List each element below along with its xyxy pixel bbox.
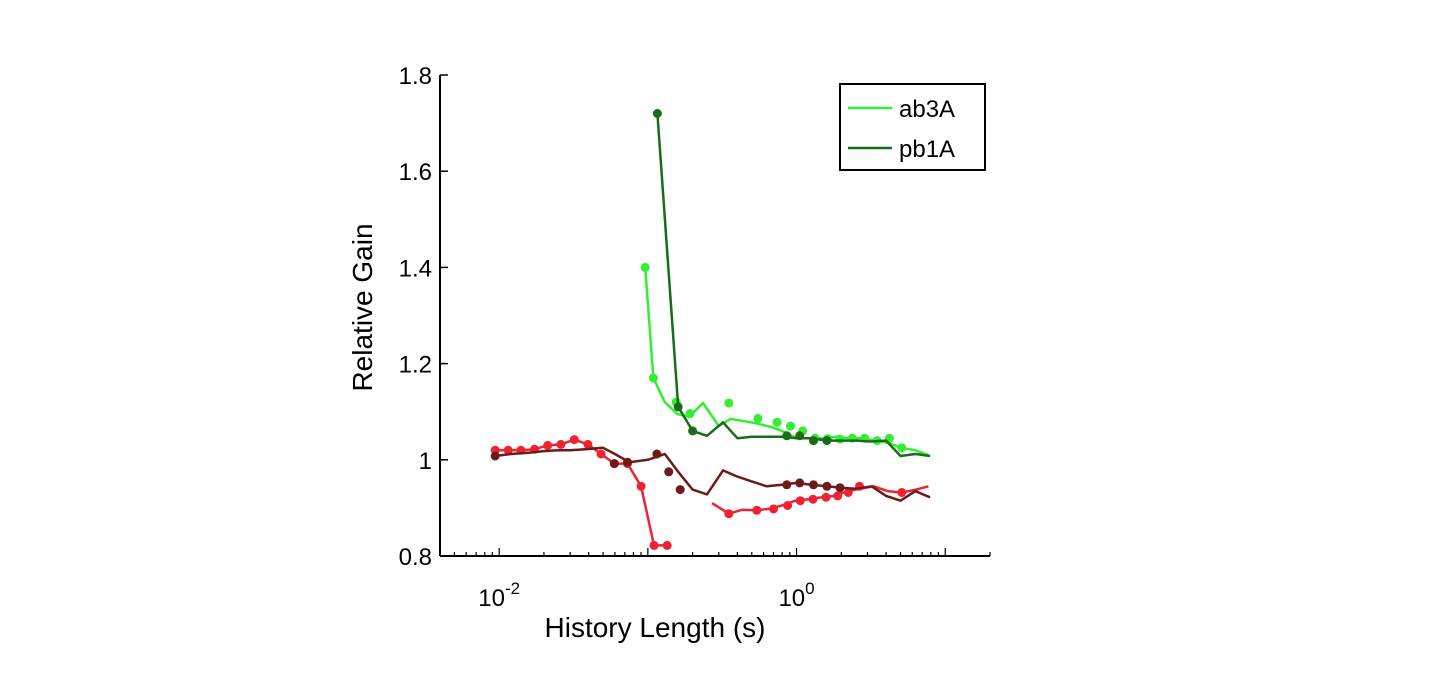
data-point-series-3	[783, 501, 793, 510]
data-point-series-2	[543, 440, 553, 450]
data-point-pb1A	[822, 436, 832, 446]
legend: ab3A pb1A	[839, 83, 986, 171]
y-tick-label: 0.8	[399, 544, 432, 571]
legend-box	[839, 83, 986, 171]
data-point-series-2	[503, 445, 513, 455]
data-point-ab3A	[835, 434, 845, 444]
data-point-series-4	[609, 459, 619, 469]
data-point-series-2	[569, 435, 579, 445]
data-point-series-4	[490, 451, 500, 461]
data-point-series-4	[782, 480, 792, 490]
data-point-ab3A	[897, 443, 907, 453]
data-point-ab3A	[724, 398, 734, 408]
axes-frame	[439, 75, 990, 557]
x-tick-label: 10-2	[478, 579, 520, 612]
data-point-series-3	[897, 488, 907, 497]
data-point-ab3A	[786, 421, 795, 431]
plot-series	[490, 109, 931, 550]
data-point-series-3	[821, 492, 831, 502]
data-point-series-3	[752, 505, 762, 515]
data-point-series-3	[769, 504, 778, 514]
data-point-pb1A	[652, 109, 662, 118]
legend-label-pb1A: pb1A	[899, 136, 955, 163]
y-axis-label: Relative Gain	[347, 223, 378, 391]
data-point-pb1A	[809, 436, 818, 446]
data-point-series-4	[795, 478, 805, 488]
data-point-series-4	[623, 457, 632, 467]
data-point-series-4	[664, 467, 674, 477]
data-point-series-3	[808, 494, 818, 504]
data-point-series-2	[649, 540, 659, 550]
data-point-series-4	[835, 483, 845, 493]
data-point-series-2	[556, 439, 566, 449]
data-point-series-4	[809, 480, 818, 490]
data-point-series-3	[795, 496, 805, 506]
legend-label-ab3A: ab3A	[899, 96, 955, 123]
tick-labels: 0.8 1 1.2 1.4 1.6 1.8 10-2 100	[399, 63, 991, 612]
y-tick-label: 1	[419, 448, 432, 475]
y-tick-label: 1.8	[399, 63, 432, 90]
series-line-series-4	[495, 446, 931, 502]
series-line-series-2	[495, 438, 668, 547]
x-axis-label: History Length (s)	[545, 612, 766, 643]
data-point-series-3	[833, 491, 843, 501]
data-point-series-4	[652, 449, 662, 459]
data-point-series-4	[822, 481, 832, 491]
data-point-ab3A	[640, 262, 650, 272]
y-tick-label: 1.2	[399, 352, 432, 379]
data-point-pb1A	[782, 431, 792, 441]
data-point-pb1A	[673, 402, 683, 412]
data-point-series-2	[662, 540, 672, 550]
data-point-ab3A	[753, 413, 763, 423]
data-point-series-3	[843, 488, 853, 497]
data-point-ab3A	[772, 417, 782, 427]
data-point-series-2	[636, 481, 646, 491]
y-tick-label: 1.6	[399, 159, 432, 186]
data-point-ab3A	[685, 409, 695, 419]
data-point-series-2	[583, 439, 593, 449]
data-point-pb1A	[795, 431, 805, 441]
data-point-ab3A	[648, 373, 658, 383]
data-point-series-2	[596, 449, 606, 459]
data-point-series-4	[675, 485, 685, 495]
data-point-pb1A	[688, 426, 698, 436]
data-point-series-3	[724, 509, 734, 519]
y-tick-label: 1.4	[399, 255, 432, 282]
x-tick-label: 100	[778, 579, 814, 612]
